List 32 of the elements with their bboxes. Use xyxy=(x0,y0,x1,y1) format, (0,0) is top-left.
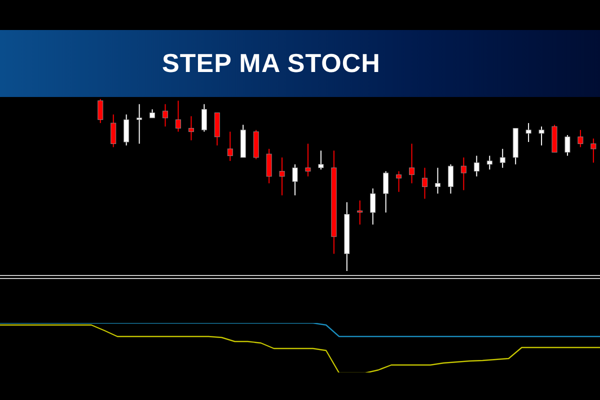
candlestick xyxy=(526,122,532,142)
candlestick xyxy=(279,156,285,196)
candlestick xyxy=(266,148,272,184)
candlestick xyxy=(383,170,389,214)
candlestick xyxy=(396,170,402,192)
candlestick xyxy=(110,114,116,148)
candlestick xyxy=(578,129,584,148)
candlestick xyxy=(486,155,492,170)
candlestick xyxy=(188,116,194,141)
candlestick xyxy=(474,155,480,177)
candlestick xyxy=(227,131,233,162)
candlestick xyxy=(201,104,207,132)
candlestick xyxy=(448,164,454,194)
candlestick xyxy=(434,167,440,194)
candlestick xyxy=(564,134,570,156)
candlestick xyxy=(136,104,142,144)
candlestick xyxy=(305,143,311,177)
chart-title: STEP MA STOCH xyxy=(162,48,380,79)
candlestick xyxy=(422,167,428,200)
candlestick xyxy=(409,143,415,184)
candlestick xyxy=(292,164,298,196)
candlestick xyxy=(460,156,466,191)
candlestick xyxy=(538,126,544,146)
candlestick xyxy=(175,100,181,132)
candlestick xyxy=(124,114,130,146)
candlestick xyxy=(98,99,104,124)
candlestick xyxy=(162,104,168,128)
candlestick xyxy=(370,188,376,226)
candlestick xyxy=(318,150,324,170)
candlestick xyxy=(357,200,363,226)
candlestick xyxy=(590,138,596,164)
candlestick xyxy=(500,148,506,168)
